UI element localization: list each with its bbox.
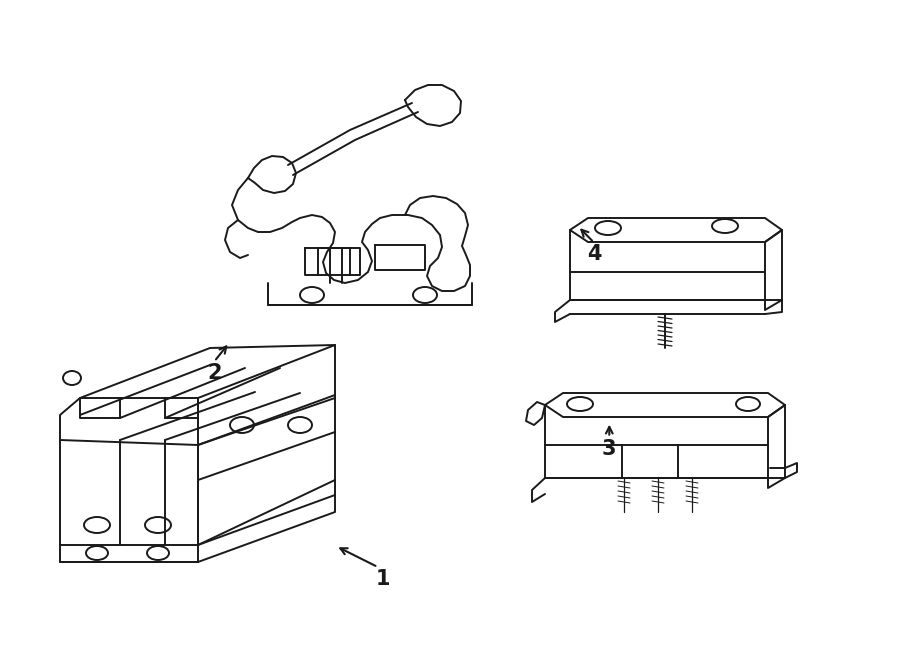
Text: 3: 3: [602, 440, 616, 459]
Text: 4: 4: [587, 245, 601, 264]
Text: 2: 2: [207, 364, 221, 383]
Text: 1: 1: [376, 569, 391, 589]
